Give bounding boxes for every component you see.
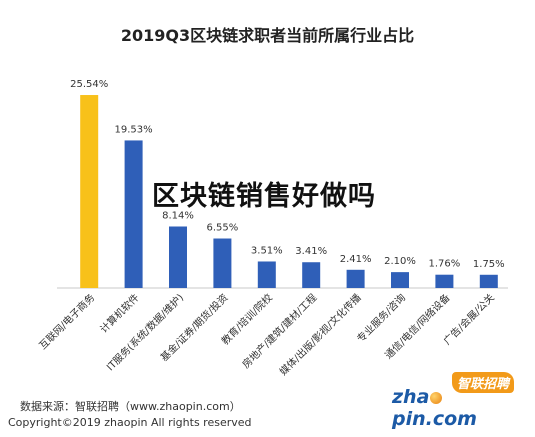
zhaopin-logo: 智联招聘 zhapin.com (392, 372, 514, 430)
overlay-caption: 区块链销售好做吗 (152, 181, 376, 212)
value-label-8: 1.76% (429, 259, 461, 270)
value-label-6: 2.41% (340, 254, 372, 265)
copyright-notice: Copyright©2019 zhaopin All rights reserv… (8, 416, 252, 429)
logo-chinese: 智联招聘 (451, 372, 514, 393)
value-label-9: 1.75% (473, 259, 505, 270)
value-label-5: 3.41% (295, 246, 327, 257)
value-label-0: 25.54% (70, 79, 108, 90)
category-label-5: 房地产/建筑/建材/工程 (239, 291, 319, 371)
bar-5 (302, 262, 321, 288)
data-source: 数据来源：智联招聘（www.zhaopin.com） (20, 400, 241, 413)
bar-7 (391, 272, 409, 288)
category-label-1: 计算机软件 (97, 291, 142, 336)
bar-1 (124, 140, 143, 288)
category-label-2: IT服务(系统/数据/维护) (104, 291, 187, 374)
bar-2 (169, 226, 187, 288)
value-label-4: 3.51% (251, 245, 283, 256)
value-label-1: 19.53% (115, 124, 153, 135)
value-label-7: 2.10% (384, 256, 416, 267)
bar-3 (213, 238, 232, 288)
chart-title: 2019Q3区块链求职者当前所属行业占比 (120, 26, 415, 45)
bar-0 (80, 95, 99, 288)
orange-ball-icon (430, 391, 443, 404)
bar-6 (346, 269, 365, 288)
bar-8 (435, 274, 454, 288)
bar-9 (479, 274, 498, 288)
logo-english: zhapin.com (392, 386, 477, 430)
category-label-6: 媒体/出版/影视/文化传播 (277, 291, 364, 378)
value-label-2: 8.14% (162, 210, 194, 221)
value-label-3: 6.55% (207, 223, 239, 234)
category-label-0: 互联网/电子商务 (36, 291, 97, 352)
bar-4 (257, 261, 276, 288)
